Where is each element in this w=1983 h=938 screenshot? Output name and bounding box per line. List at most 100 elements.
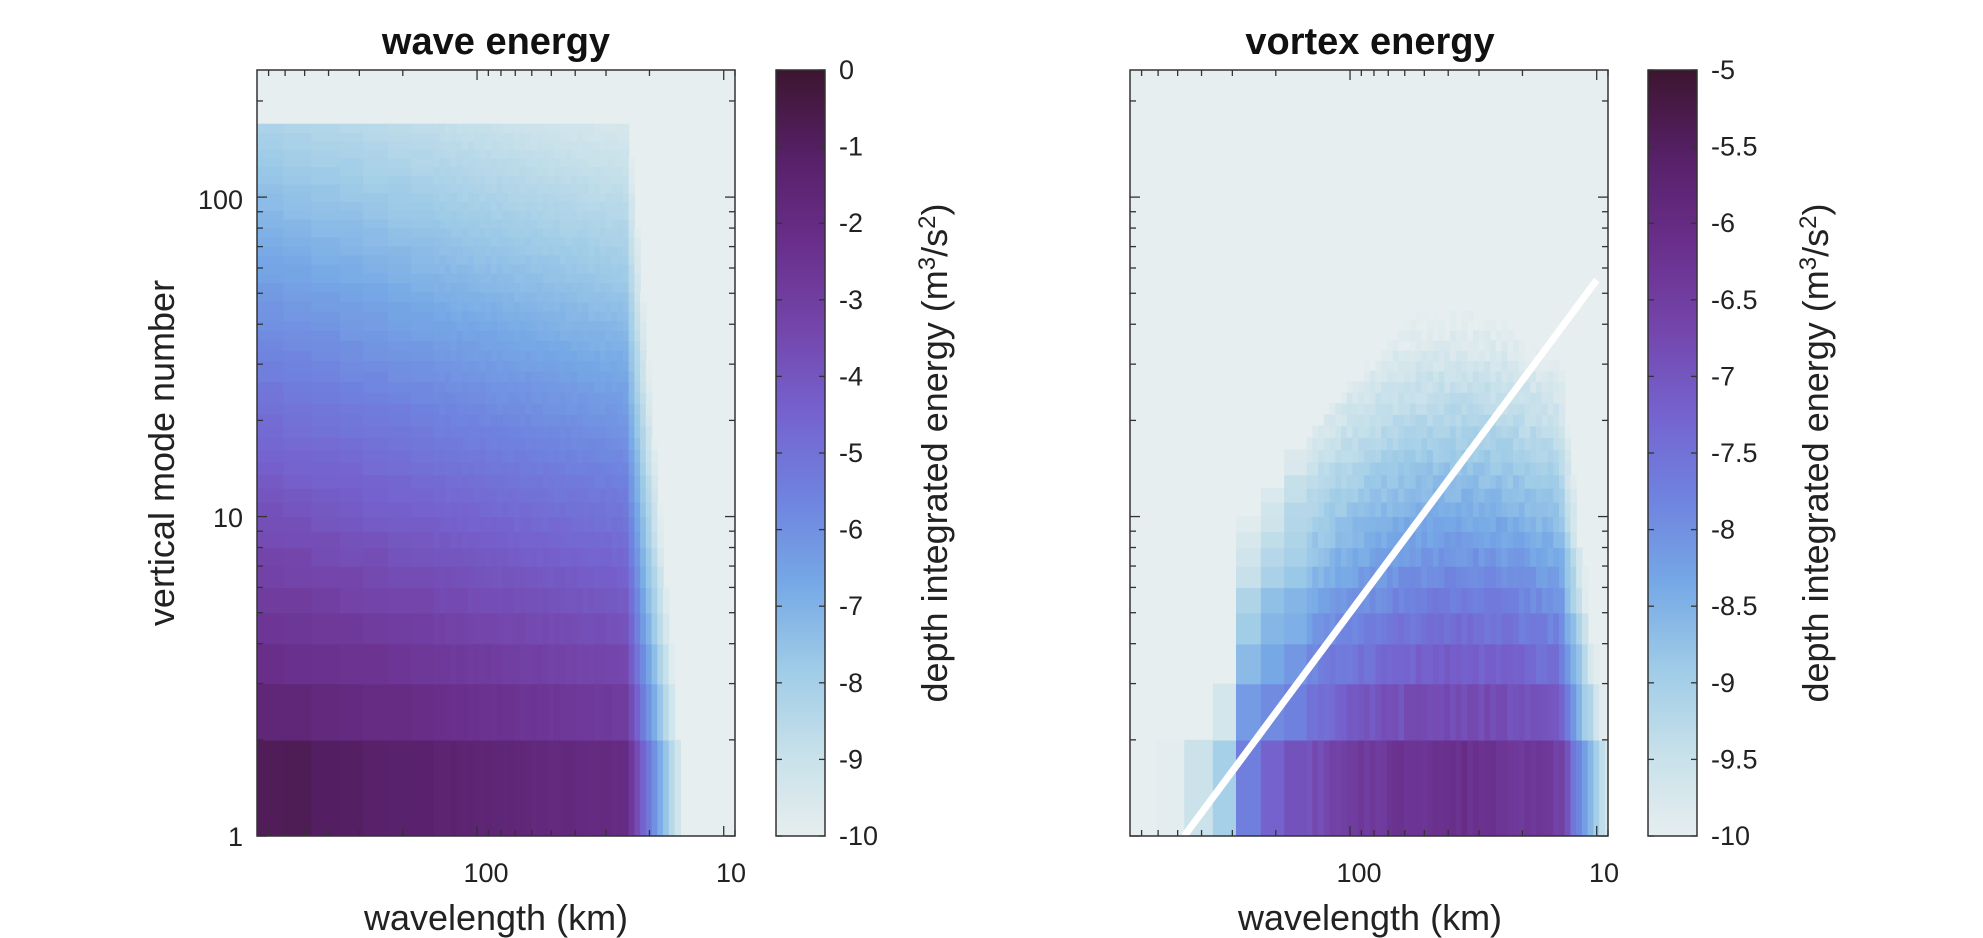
- heatmap-cell: [411, 360, 435, 372]
- heatmap-cell: [519, 210, 527, 220]
- heatmap-cell: [634, 683, 641, 741]
- heatmap-cell: [479, 437, 486, 451]
- heatmap-cell: [496, 350, 504, 362]
- heatmap-cell: [513, 643, 521, 685]
- heatmap-cell: [1415, 566, 1423, 589]
- heatmap-cell: [1507, 501, 1514, 517]
- heatmap-cell: [617, 461, 624, 476]
- heatmap-cell: [387, 282, 412, 293]
- heatmap-cell: [622, 157, 630, 168]
- heatmap-cell: [531, 227, 538, 238]
- heatmap-cell: [1392, 340, 1400, 351]
- heatmap-cell: [645, 531, 653, 549]
- heatmap-cell: [571, 547, 578, 567]
- heatmap-cell: [1558, 474, 1566, 489]
- heatmap-cell: [468, 330, 475, 341]
- heatmap-cell: [1329, 414, 1336, 427]
- heatmap-cell: [640, 301, 647, 312]
- heatmap-cell: [362, 245, 389, 256]
- heatmap-cell: [508, 210, 515, 220]
- heatmap-cell: [1444, 414, 1451, 427]
- heatmap-cell: [502, 370, 509, 383]
- heatmap-cell: [450, 340, 458, 351]
- heatmap-cell: [582, 449, 590, 463]
- heatmap-cell: [634, 531, 641, 549]
- heatmap-cell: [571, 414, 578, 427]
- heatmap-cell: [622, 370, 630, 383]
- heatmap-cell: [462, 487, 469, 503]
- heatmap-cell: [1541, 414, 1549, 427]
- heatmap-cell: [1369, 381, 1377, 393]
- heatmap-cell: [1312, 461, 1319, 476]
- heatmap-cell: [490, 350, 498, 362]
- heatmap-cell: [473, 370, 481, 383]
- heatmap-cell: [468, 403, 475, 415]
- heatmap-cell: [548, 123, 555, 133]
- heatmap-cell: [439, 282, 446, 293]
- heatmap-cell: [450, 587, 458, 614]
- heatmap-cell: [283, 273, 312, 284]
- heatmap-cell: [433, 149, 441, 159]
- heatmap-cell: [1444, 449, 1451, 463]
- heatmap-cell: [485, 437, 492, 451]
- heatmap-cell: [582, 140, 590, 150]
- heatmap-cell: [519, 140, 527, 150]
- heatmap-cell: [1570, 566, 1577, 589]
- heatmap-cell: [565, 566, 572, 589]
- heatmap-cell: [531, 149, 538, 159]
- heatmap-cell: [1346, 449, 1354, 463]
- heatmap-cell: [496, 254, 504, 265]
- wave-heatmap: [257, 123, 681, 836]
- heatmap-cell: [433, 123, 441, 133]
- heatmap-cell: [1386, 587, 1394, 614]
- heatmap-cell: [577, 516, 584, 533]
- heatmap-cell: [1346, 461, 1354, 476]
- heatmap-cell: [599, 425, 607, 439]
- heatmap-cell: [1260, 612, 1285, 645]
- heatmap-cell: [1363, 566, 1371, 589]
- heatmap-cell: [1558, 643, 1566, 685]
- heatmap-cell: [473, 501, 481, 517]
- heatmap-cell: [1318, 461, 1325, 476]
- heatmap-cell: [456, 236, 463, 247]
- heatmap-cell: [588, 683, 595, 741]
- heatmap-cell: [542, 414, 550, 427]
- heatmap-cell: [513, 149, 521, 159]
- heatmap-cell: [594, 218, 601, 229]
- heatmap-cell: [1341, 392, 1348, 404]
- heatmap-cell: [645, 425, 653, 439]
- heatmap-cell: [542, 547, 550, 567]
- heatmap-cell: [1375, 683, 1382, 741]
- heatmap-cell: [1318, 612, 1325, 645]
- heatmap-cell: [468, 587, 475, 614]
- heatmap-cell: [496, 132, 504, 142]
- heatmap-cell: [1467, 381, 1474, 393]
- heatmap-cell: [571, 612, 578, 645]
- heatmap-cell: [1335, 683, 1342, 741]
- heatmap-cell: [1318, 587, 1325, 614]
- heatmap-cell: [1432, 370, 1440, 383]
- heatmap-cell: [479, 210, 486, 220]
- heatmap-cell: [468, 157, 475, 168]
- heatmap-cell: [468, 449, 475, 463]
- heatmap-cell: [1495, 350, 1503, 362]
- heatmap-cell: [1495, 516, 1503, 533]
- heatmap-cell: [283, 350, 312, 362]
- heatmap-cell: [559, 340, 567, 351]
- heatmap-cell: [450, 236, 458, 247]
- heatmap-cell: [1432, 392, 1440, 404]
- heatmap-cell: [439, 166, 446, 176]
- heatmap-cell: [1404, 461, 1411, 476]
- heatmap-cell: [362, 461, 389, 476]
- heatmap-cell: [468, 201, 475, 211]
- heatmap-cell: [628, 425, 636, 439]
- heatmap-cell: [605, 381, 613, 393]
- heatmap-cell: [634, 320, 641, 331]
- heatmap-cell: [657, 531, 664, 549]
- heatmap-cell: [611, 132, 618, 142]
- heatmap-cell: [1415, 425, 1423, 439]
- heatmap-cell: [1318, 501, 1325, 517]
- heatmap-cell: [1432, 739, 1440, 836]
- heatmap-cell: [1450, 392, 1457, 404]
- heatmap-cell: [645, 414, 653, 427]
